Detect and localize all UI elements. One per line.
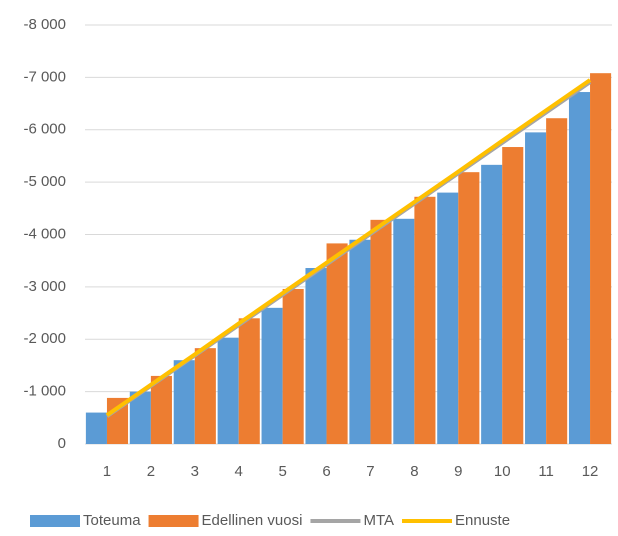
x-tick-label: 4 [235,463,243,480]
x-tick-label: 9 [454,463,462,480]
bar [525,132,547,444]
x-tick-label: 2 [147,463,155,480]
bar [414,196,436,444]
bar [590,73,612,444]
y-tick-label: -8 000 [23,16,66,33]
bar [261,307,283,444]
x-tick-label: 6 [322,463,330,480]
x-tick-label: 1 [103,463,111,480]
bar [238,318,260,444]
bar [437,192,459,444]
bar [305,268,327,444]
x-tick-label: 3 [191,463,199,480]
y-tick-label: -4 000 [23,225,66,242]
y-tick-label: -2 000 [23,330,66,347]
bar [173,360,195,444]
y-tick-label: -7 000 [23,68,66,85]
line [105,78,592,417]
y-tick-label: -6 000 [23,121,66,138]
x-tick-label: 10 [494,463,511,480]
legend-swatch [30,515,80,527]
x-tick-label: 12 [582,463,599,480]
y-tick-label: -1 000 [23,383,66,400]
bar [194,348,216,444]
bar [85,412,107,444]
legend-label: Toteuma [83,512,141,529]
bar [282,288,304,444]
legend-label: MTA [363,512,394,529]
bar [568,92,591,444]
y-tick-label: -3 000 [23,278,66,295]
bar [370,219,392,444]
bar [393,218,415,444]
x-tick-label: 11 [538,463,554,480]
x-tick-label: 8 [410,463,418,480]
x-tick-label: 7 [366,463,374,480]
bar [458,172,480,444]
y-tick-label: 0 [58,435,66,452]
legend-swatch [148,515,199,527]
bar [546,118,568,444]
bar [129,391,151,444]
y-tick-label: -5 000 [23,173,66,190]
bar [217,337,239,444]
legend-label: Ennuste [455,512,510,529]
bar [150,375,172,444]
bar [502,147,524,444]
bar [349,239,371,444]
bar [326,243,348,444]
x-tick-label: 5 [278,463,286,480]
legend-label: Edellinen vuosi [202,512,303,529]
bar [481,164,503,444]
